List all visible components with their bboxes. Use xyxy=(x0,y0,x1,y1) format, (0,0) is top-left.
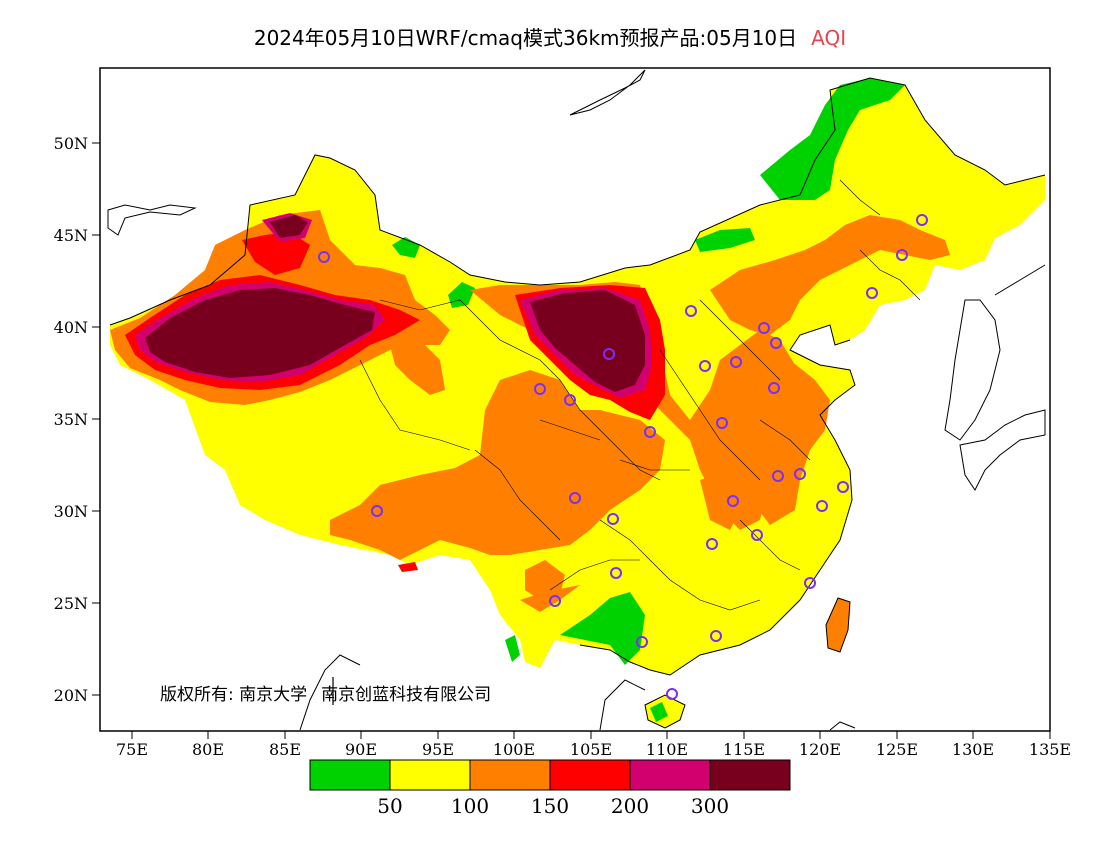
legend-swatch xyxy=(389,759,471,791)
x-axis: 75E 80E 85E 90E 95E 100E 105E 110E 115E … xyxy=(116,731,1071,759)
x-tick-label: 100E xyxy=(493,740,535,759)
x-tick-label: 135E xyxy=(1029,740,1071,759)
y-tick-label: 35N xyxy=(54,410,88,429)
title-variable: AQI xyxy=(811,26,847,50)
aqi-region-unhealthy-tibet xyxy=(398,562,418,572)
aqi-region-hazardous-tarim xyxy=(145,288,375,378)
y-axis: 50N 45N 40N 35N 30N 25N 20N xyxy=(54,134,100,705)
legend-colorbar xyxy=(309,759,791,791)
y-tick-label: 45N xyxy=(54,226,88,245)
x-tick-label: 90E xyxy=(345,740,377,759)
x-tick-label: 130E xyxy=(952,740,994,759)
y-tick-label: 40N xyxy=(54,318,88,337)
x-tick-label: 75E xyxy=(116,740,148,759)
y-tick-label: 30N xyxy=(54,502,88,521)
title-main: 2024年05月10日WRF/cmaq模式36km预报产品:05月10日 xyxy=(253,26,798,50)
y-tick-label: 50N xyxy=(54,134,88,153)
legend-label: 200 xyxy=(610,794,650,818)
copyright-text: 版权所有: 南京大学 南京创蓝科技有限公司 xyxy=(160,680,491,705)
aqi-region-taiwan xyxy=(826,598,850,652)
legend-swatch xyxy=(549,759,631,791)
x-tick-label: 85E xyxy=(269,740,301,759)
x-tick-label: 105E xyxy=(570,740,612,759)
aqi-field xyxy=(107,69,1046,731)
aqi-region-unhealthy-junggar xyxy=(242,232,310,275)
station-markers xyxy=(318,214,928,700)
legend-swatch xyxy=(629,759,711,791)
legend-swatch xyxy=(469,759,551,791)
x-tick-label: 125E xyxy=(876,740,918,759)
legend-label: 300 xyxy=(690,794,730,818)
y-tick-label: 25N xyxy=(54,594,88,613)
coastlines xyxy=(107,69,1046,731)
aqi-region-sensitive-hunan xyxy=(700,470,745,530)
aqi-region-good-north xyxy=(695,228,755,252)
aqi-region-sensitive-qinghai xyxy=(390,340,445,395)
x-tick-label: 115E xyxy=(723,740,765,759)
aqi-region-good-hainan xyxy=(650,702,668,722)
province-borders xyxy=(359,179,921,611)
map-title: 2024年05月10日WRF/cmaq模式36km预报产品:05月10日 AQI xyxy=(0,22,1100,51)
aqi-region-hazardous-junggar xyxy=(270,215,308,238)
map-frame xyxy=(99,67,1051,732)
x-tick-label: 120E xyxy=(799,740,841,759)
x-tick-label: 110E xyxy=(646,740,688,759)
copyright-owner: 版权所有: 南京大学 xyxy=(160,685,308,705)
legend-swatch xyxy=(709,759,791,791)
legend-label: 50 xyxy=(377,794,403,818)
aqi-region-hazardous-ordos xyxy=(530,290,645,392)
legend-swatch xyxy=(309,759,391,791)
aqi-region-sensitive-tibet xyxy=(330,370,665,560)
aqi-region-good-yunnan xyxy=(505,635,520,662)
copyright-company: 南京创蓝科技有限公司 xyxy=(321,685,492,705)
aqi-region-good-guangxi xyxy=(560,592,645,665)
legend-label: 100 xyxy=(450,794,490,818)
legend-label: 150 xyxy=(530,794,570,818)
x-tick-label: 80E xyxy=(192,740,224,759)
y-tick-label: 20N xyxy=(54,686,88,705)
aqi-region-sensitive-hebei xyxy=(710,215,950,335)
aqi-region-good-northeast xyxy=(760,78,905,200)
x-tick-label: 95E xyxy=(422,740,454,759)
